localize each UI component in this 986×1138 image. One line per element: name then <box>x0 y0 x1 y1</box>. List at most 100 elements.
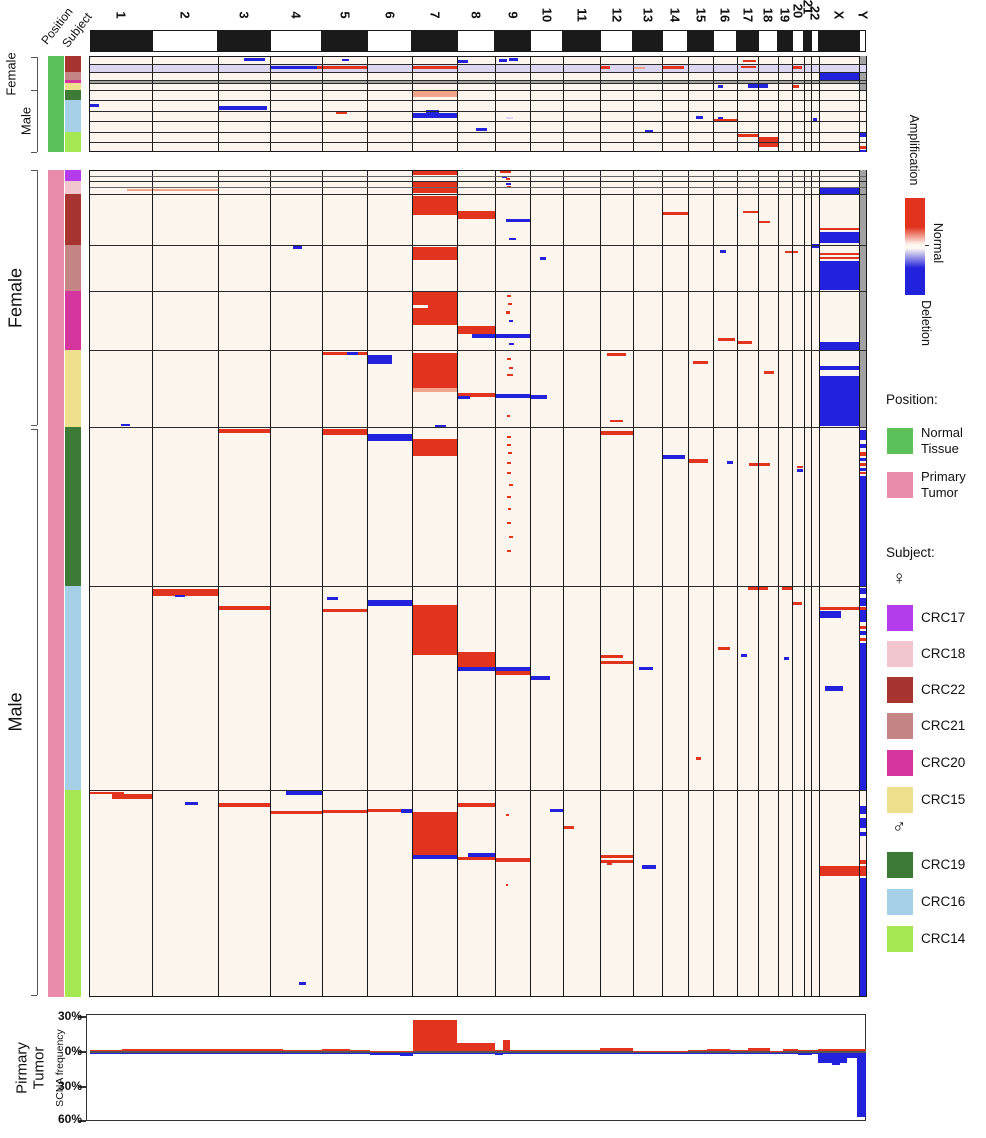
heatmap-mark <box>412 247 457 260</box>
heatmap-mark <box>859 588 866 594</box>
freq-amplification-bar <box>857 1048 866 1051</box>
heatmap-mark <box>796 466 803 468</box>
heatmap-mark <box>859 631 866 635</box>
freq-amplification-bar <box>413 1020 457 1051</box>
heatmap-mark <box>507 295 511 297</box>
column-divider-line <box>457 56 458 152</box>
heatmap-mark <box>509 367 513 369</box>
column-divider-line <box>412 170 413 997</box>
heatmap-mark <box>495 394 530 398</box>
chromosome-label: 1 <box>113 11 129 19</box>
freq-amplification-bar <box>503 1040 510 1051</box>
sex-bracket-tick <box>31 995 37 996</box>
heatmap-mark <box>792 85 800 88</box>
freq-deletion-bar <box>283 1052 322 1054</box>
heatmap-mark <box>507 522 511 524</box>
legend-subject-label-CRC15: CRC15 <box>921 792 966 807</box>
heatmap-mark <box>508 508 512 510</box>
ideogram-band <box>152 30 218 52</box>
freq-deletion-bar <box>730 1052 748 1054</box>
legend-swatch-CRC20 <box>887 750 913 776</box>
heatmap-mark <box>717 117 723 119</box>
heatmap-mark <box>457 396 471 399</box>
heatmap-mark <box>758 221 770 223</box>
subject-band-CRC21 <box>65 245 81 291</box>
ideogram-band <box>758 30 778 52</box>
freq-amplification-bar <box>812 1050 818 1051</box>
colorbar-tick <box>925 245 929 246</box>
chromosome-label: 15 <box>693 7 708 23</box>
legend-subject-label-CRC20: CRC20 <box>921 755 966 770</box>
legend-subject-label-CRC17: CRC17 <box>921 610 966 625</box>
column-divider-line <box>758 56 759 152</box>
normal-tissue-swatch <box>887 428 913 454</box>
column-divider-line <box>600 56 601 152</box>
column-divider-line <box>737 170 738 997</box>
heatmap-mark <box>819 261 859 290</box>
heatmap-mark <box>244 58 265 61</box>
main-panel-male-label: Male <box>5 692 26 732</box>
heatmap-mark <box>859 150 866 152</box>
chromosome-label: 14 <box>667 7 683 23</box>
heatmap-mark <box>530 395 547 399</box>
chromosome-label: 6 <box>382 11 397 19</box>
main-panel-female-label: Female <box>5 267 26 329</box>
female-symbol-icon: ♀ <box>892 568 907 589</box>
column-divider-line <box>792 170 793 997</box>
column-divider-line <box>270 170 271 997</box>
heatmap-mark <box>741 654 748 657</box>
legend-swatch-CRC15 <box>887 787 913 813</box>
heatmap-mark <box>412 171 457 175</box>
column-divider-line <box>367 56 368 152</box>
chromosome-label: 11 <box>574 8 589 22</box>
heatmap-mark <box>662 455 686 459</box>
heatmap-mark <box>606 353 627 356</box>
heatmap-mark <box>859 610 866 622</box>
column-divider-line <box>495 170 496 997</box>
heatmap-mark <box>717 85 723 88</box>
chromosome-label: 4 <box>288 11 304 19</box>
freq-deletion-bar <box>847 1052 857 1059</box>
heatmap-mark <box>695 116 703 119</box>
heatmap-mark <box>530 676 550 680</box>
column-divider-line <box>495 56 496 152</box>
y-column-female-grey <box>859 170 866 427</box>
heatmap-mark <box>298 982 307 985</box>
freq-amplification-bar <box>457 1043 495 1051</box>
subject-band-CRC20 <box>65 291 81 350</box>
row-divider-line-thin <box>90 187 866 188</box>
heatmap-mark <box>600 431 633 435</box>
column-divider-line <box>152 56 153 152</box>
heatmap-mark <box>600 655 624 658</box>
ideogram-band <box>713 30 737 52</box>
heatmap-mark <box>507 472 511 474</box>
heatmap-mark <box>785 251 792 253</box>
heatmap-mark <box>792 602 802 605</box>
column-divider-line <box>819 170 820 997</box>
ideogram-band <box>270 30 322 52</box>
heatmap-mark <box>505 219 530 222</box>
heatmap-mark <box>412 113 457 118</box>
heatmap-mark <box>819 866 859 876</box>
column-divider-line <box>367 170 368 997</box>
heatmap-mark <box>457 60 469 63</box>
subject-band-CRC21 <box>65 72 81 80</box>
freq-deletion-bar <box>812 1052 818 1054</box>
freq-amplification-bar <box>563 1050 600 1051</box>
subject-band-CRC15 <box>65 83 81 90</box>
heatmap-mark <box>367 600 412 606</box>
freq-amplification-bar <box>495 1049 503 1051</box>
heatmap-mark <box>792 251 798 253</box>
column-divider-line <box>530 56 531 152</box>
heatmap-mark <box>322 429 367 435</box>
heatmap-mark <box>819 611 841 618</box>
heatmap-mark <box>505 884 509 886</box>
legend-swatch-CRC18 <box>887 641 913 667</box>
column-divider-line <box>662 56 663 152</box>
ideogram-band <box>218 30 270 52</box>
legend-subject-label-CRC22: CRC22 <box>921 682 966 697</box>
legend-subject-label-CRC14: CRC14 <box>921 931 966 946</box>
heatmap-mark <box>859 638 866 641</box>
column-divider-line <box>530 170 531 997</box>
